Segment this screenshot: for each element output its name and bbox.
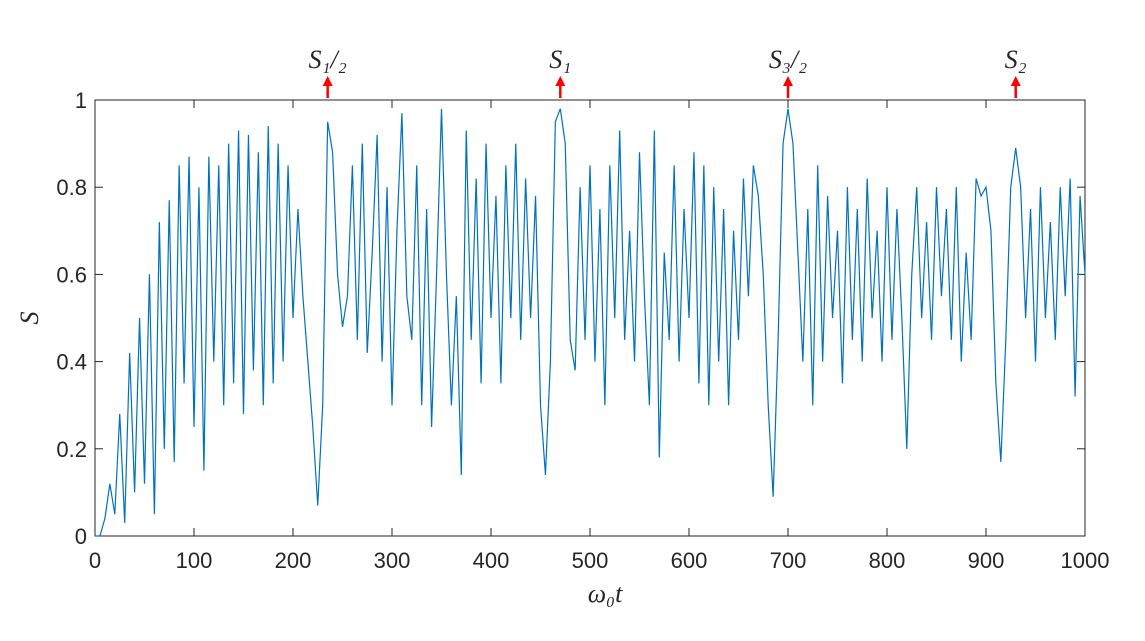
- x-tick-label: 1000: [1061, 548, 1110, 573]
- x-tick-label: 300: [374, 548, 411, 573]
- x-tick-label: 200: [275, 548, 312, 573]
- x-tick-label: 0: [89, 548, 101, 573]
- y-tick-label: 1: [75, 88, 87, 113]
- arrow-head: [555, 76, 566, 86]
- y-tick-label: 0.6: [56, 262, 87, 287]
- x-tick-label: 900: [968, 548, 1005, 573]
- data-line: [95, 108, 1086, 537]
- annotation-label: S₁/₂: [308, 45, 346, 74]
- arrow-head: [1010, 76, 1021, 86]
- y-tick-label: 0.8: [56, 175, 87, 200]
- x-tick-label: 400: [473, 548, 510, 573]
- y-tick-label: 0: [75, 524, 87, 549]
- annotation-label: S₃/₂: [769, 45, 807, 74]
- x-tick-label: 500: [572, 548, 609, 573]
- annotation-label: S₁: [549, 45, 571, 74]
- y-axis-label: S: [15, 312, 44, 325]
- y-tick-label: 0.2: [56, 437, 87, 462]
- annotation-label: S₂: [1005, 45, 1027, 74]
- x-tick-label: 600: [671, 548, 708, 573]
- x-tick-label: 700: [770, 548, 807, 573]
- arrow-head: [322, 76, 333, 86]
- arrow-head: [783, 76, 793, 86]
- x-tick-label: 800: [869, 548, 906, 573]
- x-tick-label: 100: [176, 548, 213, 573]
- x-axis-label: ω₀t: [588, 579, 623, 608]
- y-tick-label: 0.4: [56, 350, 87, 375]
